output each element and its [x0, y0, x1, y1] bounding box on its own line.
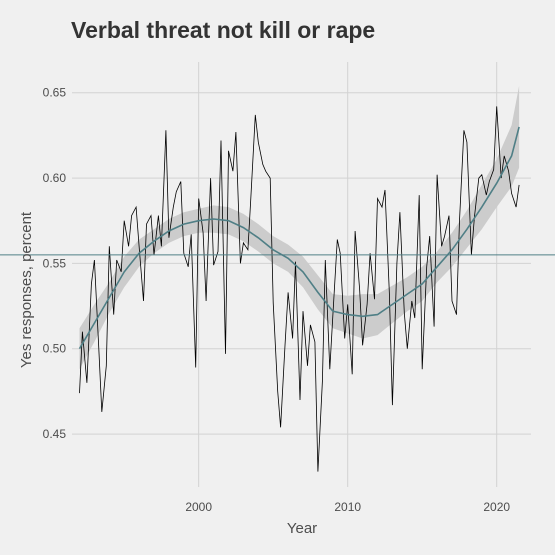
y-tick-label: 0.45 — [43, 427, 67, 441]
tick-labels: 0.45 0.50 0.55 0.60 0.65 2000 2010 2020 — [43, 86, 511, 514]
y-tick-label: 0.65 — [43, 86, 67, 100]
y-tick-label: 0.50 — [43, 342, 67, 356]
smooth-layer — [78, 126, 520, 350]
y-tick-label: 0.60 — [43, 171, 67, 185]
smooth-trend-line — [78, 126, 520, 350]
confidence-band-layer — [79, 85, 520, 370]
x-tick-label: 2020 — [483, 500, 510, 514]
y-tick-label: 0.55 — [43, 256, 67, 270]
x-tick-label: 2010 — [334, 500, 361, 514]
x-axis-title: Year — [287, 520, 317, 537]
x-tick-label: 2000 — [185, 500, 212, 514]
confidence-band — [79, 85, 520, 370]
chart-title: Verbal threat not kill or rape — [71, 17, 375, 43]
y-axis-title: Yes responses, percent — [18, 211, 35, 368]
